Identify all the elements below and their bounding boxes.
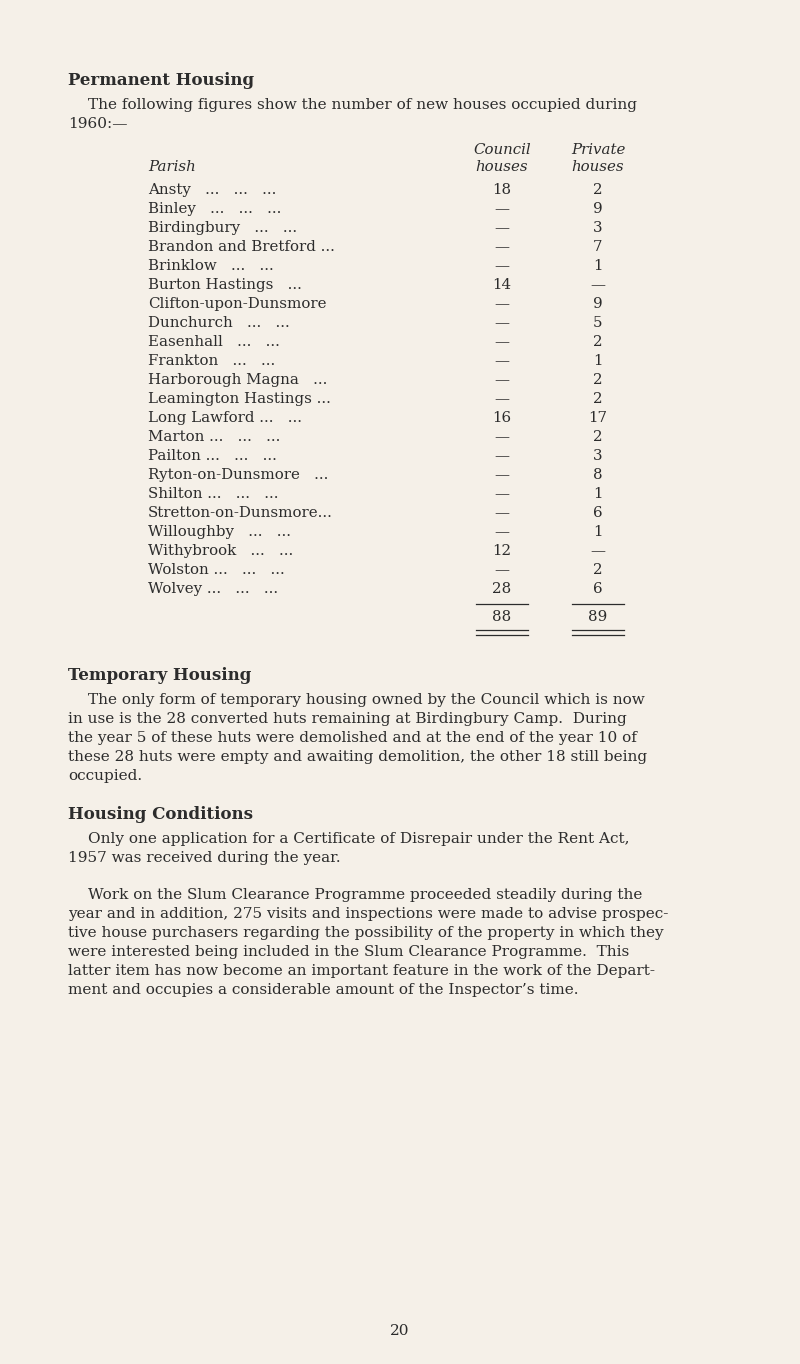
Text: 1957 was received during the year.: 1957 was received during the year. — [68, 851, 341, 865]
Text: Only one application for a Certificate of Disrepair under the Rent Act,: Only one application for a Certificate o… — [88, 832, 630, 846]
Text: —: — — [494, 525, 510, 539]
Text: Long Lawford ...   ...: Long Lawford ... ... — [148, 411, 302, 426]
Text: —: — — [494, 391, 510, 406]
Text: Clifton-upon-Dunsmore: Clifton-upon-Dunsmore — [148, 297, 326, 311]
Text: Shilton ...   ...   ...: Shilton ... ... ... — [148, 487, 278, 501]
Text: these 28 huts were empty and awaiting demolition, the other 18 still being: these 28 huts were empty and awaiting de… — [68, 750, 647, 764]
Text: —: — — [494, 336, 510, 349]
Text: 6: 6 — [593, 506, 603, 520]
Text: Harborough Magna   ...: Harborough Magna ... — [148, 372, 327, 387]
Text: Withybrook   ...   ...: Withybrook ... ... — [148, 544, 294, 558]
Text: Brinklow   ...   ...: Brinklow ... ... — [148, 259, 274, 273]
Text: 6: 6 — [593, 582, 603, 596]
Text: Stretton-on-Dunsmore...: Stretton-on-Dunsmore... — [148, 506, 333, 520]
Text: 2: 2 — [593, 372, 603, 387]
Text: Marton ...   ...   ...: Marton ... ... ... — [148, 430, 280, 445]
Text: 2: 2 — [593, 430, 603, 445]
Text: Housing Conditions: Housing Conditions — [68, 806, 253, 822]
Text: 9: 9 — [593, 202, 603, 216]
Text: Private: Private — [571, 143, 625, 157]
Text: Wolvey ...   ...   ...: Wolvey ... ... ... — [148, 582, 278, 596]
Text: 17: 17 — [589, 411, 607, 426]
Text: 8: 8 — [593, 468, 603, 481]
Text: —: — — [494, 316, 510, 330]
Text: year and in addition, 275 visits and inspections were made to advise prospec-: year and in addition, 275 visits and ins… — [68, 907, 668, 921]
Text: —: — — [494, 468, 510, 481]
Text: —: — — [494, 240, 510, 254]
Text: —: — — [494, 372, 510, 387]
Text: Parish: Parish — [148, 160, 196, 175]
Text: —: — — [590, 278, 606, 292]
Text: —: — — [494, 259, 510, 273]
Text: Council: Council — [473, 143, 531, 157]
Text: 28: 28 — [492, 582, 512, 596]
Text: houses: houses — [476, 160, 528, 175]
Text: The only form of temporary housing owned by the Council which is now: The only form of temporary housing owned… — [88, 693, 645, 707]
Text: Brandon and Bretford ...: Brandon and Bretford ... — [148, 240, 335, 254]
Text: —: — — [494, 487, 510, 501]
Text: 16: 16 — [493, 411, 511, 426]
Text: —: — — [590, 544, 606, 558]
Text: 1: 1 — [594, 525, 602, 539]
Text: 2: 2 — [593, 336, 603, 349]
Text: Pailton ...   ...   ...: Pailton ... ... ... — [148, 449, 277, 462]
Text: 20: 20 — [390, 1324, 410, 1338]
Text: Easenhall   ...   ...: Easenhall ... ... — [148, 336, 280, 349]
Text: tive house purchasers regarding the possibility of the property in which they: tive house purchasers regarding the poss… — [68, 926, 664, 940]
Text: Birdingbury   ...   ...: Birdingbury ... ... — [148, 221, 297, 235]
Text: Dunchurch   ...   ...: Dunchurch ... ... — [148, 316, 290, 330]
Text: Burton Hastings   ...: Burton Hastings ... — [148, 278, 302, 292]
Text: 88: 88 — [492, 610, 512, 623]
Text: houses: houses — [572, 160, 624, 175]
Text: —: — — [494, 221, 510, 235]
Text: —: — — [494, 506, 510, 520]
Text: ment and occupies a considerable amount of the Inspector’s time.: ment and occupies a considerable amount … — [68, 983, 578, 997]
Text: 3: 3 — [593, 449, 603, 462]
Text: —: — — [494, 563, 510, 577]
Text: in use is the 28 converted huts remaining at Birdingbury Camp.  During: in use is the 28 converted huts remainin… — [68, 712, 626, 726]
Text: 7: 7 — [594, 240, 602, 254]
Text: 14: 14 — [493, 278, 511, 292]
Text: Frankton   ...   ...: Frankton ... ... — [148, 355, 275, 368]
Text: were interested being included in the Slum Clearance Programme.  This: were interested being included in the Sl… — [68, 945, 630, 959]
Text: 18: 18 — [493, 183, 511, 196]
Text: 9: 9 — [593, 297, 603, 311]
Text: 2: 2 — [593, 183, 603, 196]
Text: Willoughby   ...   ...: Willoughby ... ... — [148, 525, 291, 539]
Text: —: — — [494, 202, 510, 216]
Text: Work on the Slum Clearance Programme proceeded steadily during the: Work on the Slum Clearance Programme pro… — [88, 888, 642, 902]
Text: Ryton-on-Dunsmore   ...: Ryton-on-Dunsmore ... — [148, 468, 328, 481]
Text: —: — — [494, 430, 510, 445]
Text: 2: 2 — [593, 563, 603, 577]
Text: Temporary Housing: Temporary Housing — [68, 667, 251, 683]
Text: Wolston ...   ...   ...: Wolston ... ... ... — [148, 563, 285, 577]
Text: 2: 2 — [593, 391, 603, 406]
Text: 89: 89 — [588, 610, 608, 623]
Text: —: — — [494, 449, 510, 462]
Text: occupied.: occupied. — [68, 769, 142, 783]
Text: Ansty   ...   ...   ...: Ansty ... ... ... — [148, 183, 276, 196]
Text: Binley   ...   ...   ...: Binley ... ... ... — [148, 202, 282, 216]
Text: Leamington Hastings ...: Leamington Hastings ... — [148, 391, 331, 406]
Text: Permanent Housing: Permanent Housing — [68, 72, 254, 89]
Text: —: — — [494, 297, 510, 311]
Text: 5: 5 — [594, 316, 602, 330]
Text: —: — — [494, 355, 510, 368]
Text: latter item has now become an important feature in the work of the Depart-: latter item has now become an important … — [68, 964, 655, 978]
Text: the year 5 of these huts were demolished and at the end of the year 10 of: the year 5 of these huts were demolished… — [68, 731, 637, 745]
Text: 1: 1 — [594, 355, 602, 368]
Text: 1960:—: 1960:— — [68, 117, 127, 131]
Text: 12: 12 — [493, 544, 511, 558]
Text: The following figures show the number of new houses occupied during: The following figures show the number of… — [88, 98, 637, 112]
Text: 1: 1 — [594, 259, 602, 273]
Text: 1: 1 — [594, 487, 602, 501]
Text: 3: 3 — [593, 221, 603, 235]
